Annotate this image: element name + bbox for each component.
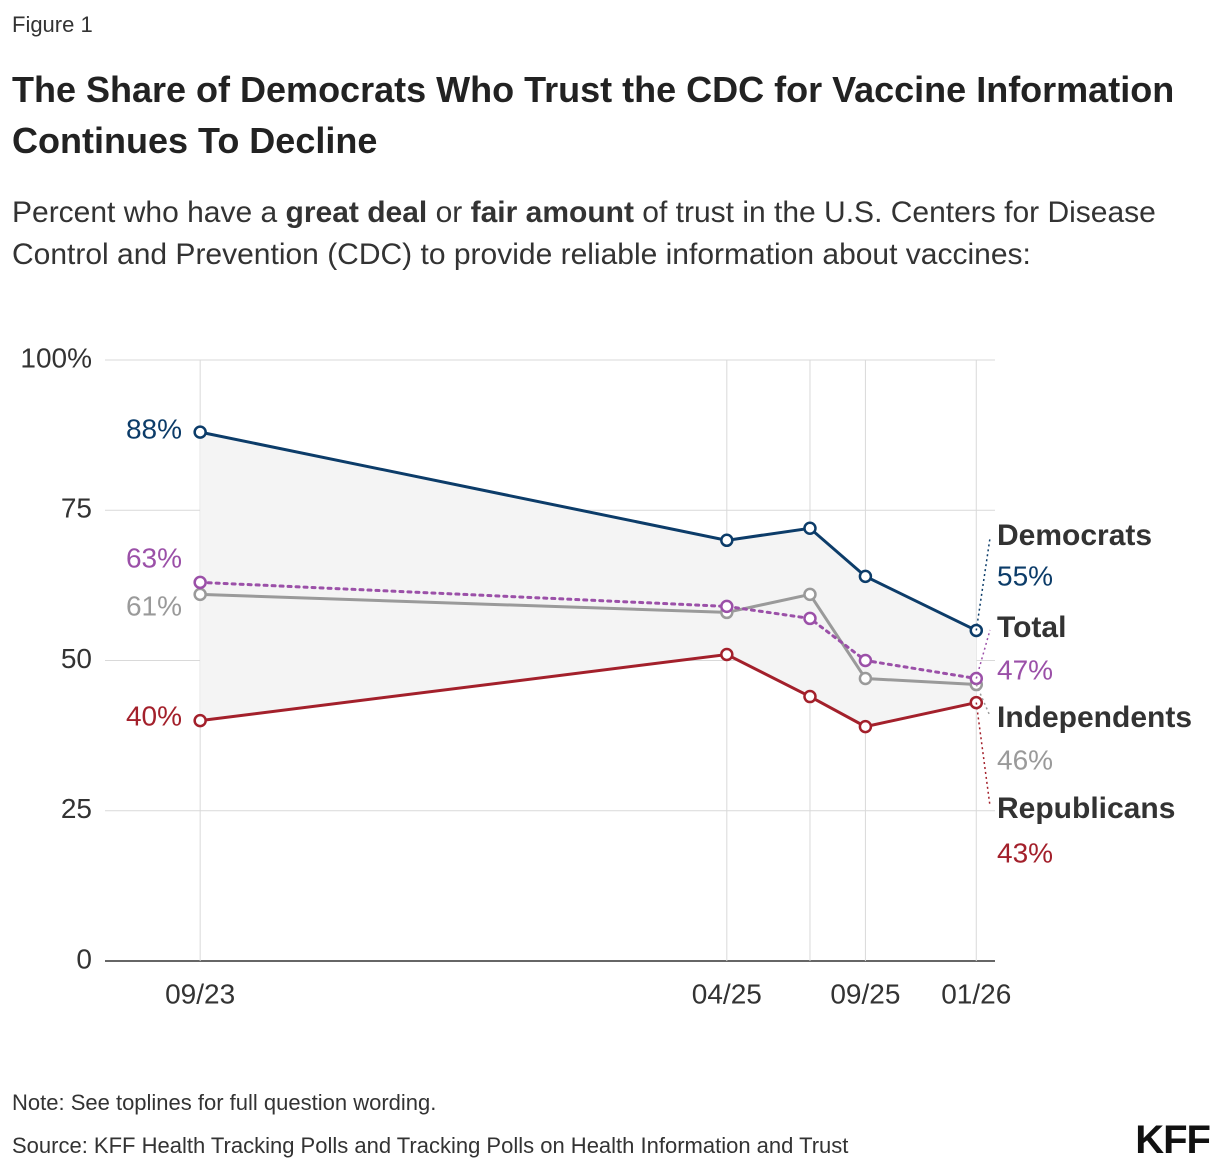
y-tick-label: 100% xyxy=(20,342,92,373)
x-tick-label: 01/26 xyxy=(941,978,1011,1009)
start-value-label: 40% xyxy=(126,700,182,731)
chart-subtitle: Percent who have a great deal or fair am… xyxy=(12,192,1192,276)
subtitle-bold: fair amount xyxy=(470,196,634,229)
legend-label: Independents xyxy=(997,701,1192,734)
point xyxy=(803,587,817,602)
legend-label: Total xyxy=(997,611,1066,644)
end-value-label: 47% xyxy=(997,654,1053,685)
y-tick-label: 0 xyxy=(76,943,92,974)
point xyxy=(803,689,817,704)
point xyxy=(720,647,734,662)
point xyxy=(720,599,734,614)
y-tick-label: 25 xyxy=(61,793,92,824)
end-value-label: 55% xyxy=(997,560,1053,591)
end-value-label: 46% xyxy=(997,744,1053,775)
start-value-label: 88% xyxy=(126,413,182,444)
subtitle-text: of trust in the U.S. Centers for Disease… xyxy=(12,196,1156,271)
point xyxy=(858,569,873,584)
point xyxy=(720,533,734,548)
point xyxy=(193,587,207,602)
legend-label: Republicans xyxy=(997,792,1175,825)
point xyxy=(858,653,873,668)
point xyxy=(193,713,207,728)
x-tick-label: 04/25 xyxy=(692,978,762,1009)
range-band xyxy=(200,432,977,727)
point xyxy=(803,521,817,536)
point xyxy=(803,611,817,626)
x-tick-label: 09/23 xyxy=(165,978,235,1009)
logo: KFF xyxy=(1135,1118,1211,1162)
figure-label: Figure 1 xyxy=(12,12,93,37)
leader-line xyxy=(975,702,991,807)
point xyxy=(858,719,873,734)
chart-title: The Share of Democrats Who Trust the CDC… xyxy=(12,69,1175,161)
leader-line xyxy=(975,629,991,679)
leader-line xyxy=(975,537,991,631)
point xyxy=(193,425,207,439)
end-value-label: 43% xyxy=(997,837,1053,868)
subtitle-text: Percent who have a xyxy=(12,196,286,229)
note: Note: See toplines for full question wor… xyxy=(12,1090,437,1115)
start-value-label: 63% xyxy=(126,542,182,573)
source: Source: KFF Health Tracking Polls and Tr… xyxy=(12,1133,849,1158)
x-tick-label: 09/25 xyxy=(830,978,900,1009)
legend-label: Democrats xyxy=(997,519,1152,552)
subtitle-bold: great deal xyxy=(285,196,428,229)
point xyxy=(193,575,207,590)
subtitle-text: or xyxy=(427,196,471,229)
leader-line xyxy=(975,684,991,717)
start-value-label: 61% xyxy=(126,590,182,621)
point xyxy=(858,671,873,686)
y-tick-label: 75 xyxy=(61,493,92,524)
y-tick-label: 50 xyxy=(61,643,92,674)
